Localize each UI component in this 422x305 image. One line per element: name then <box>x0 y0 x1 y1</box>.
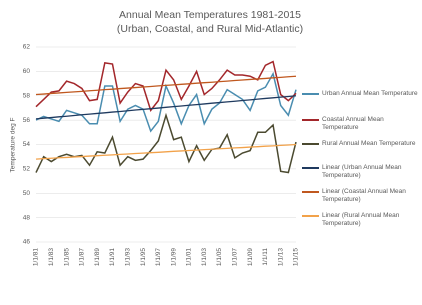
x-tick-label: 1/1/05 <box>216 248 223 266</box>
legend-label: Rural Annual Mean Temperature <box>322 140 416 147</box>
y-tick-label: 52 <box>23 166 31 173</box>
legend-label: Linear (Coastal Annual Mean Temperature) <box>322 188 406 203</box>
y-tick-label: 48 <box>23 214 31 221</box>
chart-subtitle: (Urban, Coastal, and Rural Mid-Atlantic) <box>117 23 303 35</box>
y-tick-label: 56 <box>23 117 31 124</box>
x-tick-label: 1/1/09 <box>247 248 254 266</box>
series-line <box>35 60 297 112</box>
legend-swatch <box>302 215 319 217</box>
y-tick-label: 60 <box>23 68 31 75</box>
legend-label: Linear (Urban Annual Mean Temperature) <box>322 164 402 179</box>
series-line <box>35 71 297 133</box>
legend-label: Coastal Annual Mean Temperature <box>322 116 384 131</box>
y-tick-label: 54 <box>23 141 31 148</box>
legend-label: Urban Annual Mean Temperature <box>322 90 418 97</box>
x-tick-label: 1/1/85 <box>63 248 70 266</box>
x-tick-label: 1/1/91 <box>109 248 116 266</box>
x-tick-label: 1/1/83 <box>48 248 55 266</box>
x-tick-label: 1/1/89 <box>94 248 101 266</box>
x-tick-label: 1/1/13 <box>277 248 284 266</box>
x-tick-label: 1/1/01 <box>186 248 193 266</box>
y-tick-label: 62 <box>23 44 31 51</box>
x-tick-label: 1/1/93 <box>124 248 131 266</box>
x-tick-label: 1/1/97 <box>155 248 162 266</box>
x-tick-label: 1/1/15 <box>293 248 300 266</box>
legend-swatch <box>302 143 319 145</box>
x-tick-label: 1/1/11 <box>262 248 269 266</box>
x-tick-label: 1/1/81 <box>33 248 40 266</box>
series-line <box>35 112 297 174</box>
series-line <box>35 95 297 120</box>
x-tick-label: 1/1/87 <box>79 248 86 266</box>
x-tick-label: 1/1/07 <box>232 248 239 266</box>
legend-swatch <box>302 167 319 169</box>
legend-label: Linear (Rural Annual Mean Temperature) <box>322 212 400 227</box>
legend-swatch <box>302 119 319 121</box>
series-line <box>35 75 297 96</box>
series-line <box>35 143 297 160</box>
y-tick-label: 50 <box>23 190 31 197</box>
x-tick-label: 1/1/03 <box>201 248 208 266</box>
chart-title: Annual Mean Temperatures 1981-2015 <box>119 9 301 21</box>
legend-swatch <box>302 191 319 193</box>
x-tick-label: 1/1/99 <box>170 248 177 266</box>
x-tick-label: 1/1/95 <box>140 248 147 266</box>
y-tick-label: 46 <box>23 239 31 246</box>
y-axis-title: Temperature deg F <box>10 118 17 173</box>
legend-swatch <box>302 93 319 95</box>
y-tick-label: 58 <box>23 92 31 99</box>
